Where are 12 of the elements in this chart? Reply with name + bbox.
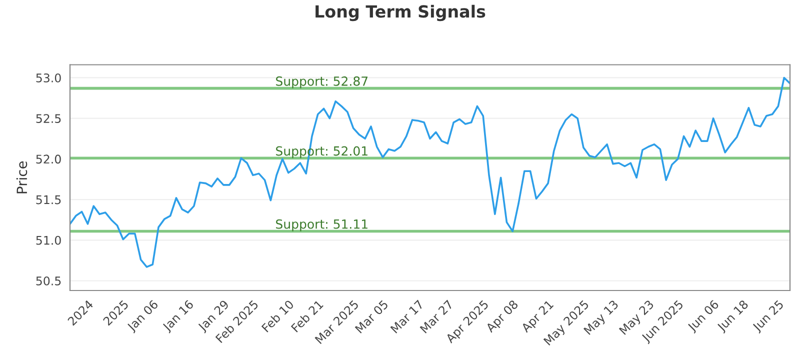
text: 51.0 <box>36 236 61 245</box>
y-axis-title: Price <box>16 161 28 194</box>
ref-line-label: Support: 52.87 <box>276 76 368 88</box>
chart-title: Long Term Signals <box>316 4 486 22</box>
x-tick-label: Jun 25 <box>752 300 786 334</box>
text: 51.5 <box>36 195 61 204</box>
ref-line-label: Support: 51.11 <box>276 219 368 232</box>
text: 50.5 <box>36 276 61 286</box>
x-tick-label: Jan 16 <box>162 300 196 334</box>
text: 52.5 <box>36 114 61 123</box>
text: 52.0 <box>36 154 61 164</box>
text: 53.0 <box>36 73 61 82</box>
